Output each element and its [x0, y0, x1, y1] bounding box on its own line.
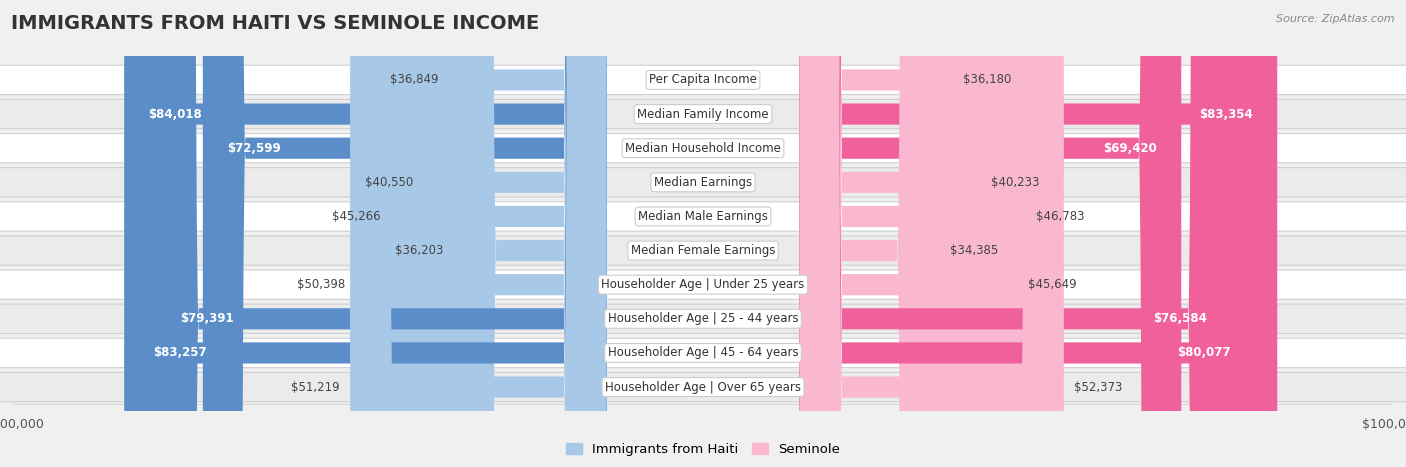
FancyBboxPatch shape	[454, 0, 606, 467]
FancyBboxPatch shape	[124, 0, 606, 467]
Text: $69,420: $69,420	[1104, 142, 1157, 155]
FancyBboxPatch shape	[0, 65, 1406, 95]
Text: Householder Age | Over 65 years: Householder Age | Over 65 years	[605, 381, 801, 394]
FancyBboxPatch shape	[800, 0, 980, 467]
FancyBboxPatch shape	[800, 0, 1254, 467]
Text: $40,233: $40,233	[990, 176, 1039, 189]
FancyBboxPatch shape	[129, 0, 606, 467]
Text: $46,783: $46,783	[1036, 210, 1084, 223]
FancyBboxPatch shape	[800, 0, 1277, 467]
FancyBboxPatch shape	[449, 0, 606, 467]
Text: $83,354: $83,354	[1199, 107, 1253, 120]
FancyBboxPatch shape	[0, 338, 1406, 368]
Text: $52,373: $52,373	[1074, 381, 1122, 394]
Text: Median Family Income: Median Family Income	[637, 107, 769, 120]
Legend: Immigrants from Haiti, Seminole: Immigrants from Haiti, Seminole	[561, 438, 845, 461]
Text: Per Capita Income: Per Capita Income	[650, 73, 756, 86]
FancyBboxPatch shape	[0, 270, 1406, 299]
Text: $34,385: $34,385	[950, 244, 998, 257]
Text: Median Female Earnings: Median Female Earnings	[631, 244, 775, 257]
Text: $40,550: $40,550	[366, 176, 413, 189]
FancyBboxPatch shape	[800, 0, 1230, 467]
Text: $36,180: $36,180	[963, 73, 1011, 86]
FancyBboxPatch shape	[202, 0, 606, 467]
Text: $51,219: $51,219	[291, 381, 340, 394]
Text: $72,599: $72,599	[226, 142, 281, 155]
FancyBboxPatch shape	[423, 0, 606, 467]
Text: $84,018: $84,018	[148, 107, 202, 120]
FancyBboxPatch shape	[0, 134, 1406, 163]
Text: $83,257: $83,257	[153, 347, 207, 360]
FancyBboxPatch shape	[0, 99, 1406, 129]
FancyBboxPatch shape	[800, 0, 1181, 467]
Text: $79,391: $79,391	[180, 312, 233, 325]
FancyBboxPatch shape	[0, 236, 1406, 265]
Text: $36,849: $36,849	[391, 73, 439, 86]
Text: IMMIGRANTS FROM HAITI VS SEMINOLE INCOME: IMMIGRANTS FROM HAITI VS SEMINOLE INCOME	[11, 14, 540, 33]
Text: Median Earnings: Median Earnings	[654, 176, 752, 189]
Text: $36,203: $36,203	[395, 244, 443, 257]
Text: $45,266: $45,266	[332, 210, 381, 223]
FancyBboxPatch shape	[800, 0, 1064, 467]
FancyBboxPatch shape	[800, 0, 939, 467]
FancyBboxPatch shape	[800, 0, 1025, 467]
FancyBboxPatch shape	[0, 168, 1406, 197]
FancyBboxPatch shape	[356, 0, 606, 467]
FancyBboxPatch shape	[0, 304, 1406, 333]
FancyBboxPatch shape	[800, 0, 1018, 467]
FancyBboxPatch shape	[0, 372, 1406, 402]
FancyBboxPatch shape	[800, 0, 952, 467]
Text: $45,649: $45,649	[1028, 278, 1077, 291]
Text: Householder Age | 25 - 44 years: Householder Age | 25 - 44 years	[607, 312, 799, 325]
Text: Median Household Income: Median Household Income	[626, 142, 780, 155]
FancyBboxPatch shape	[156, 0, 606, 467]
Text: Householder Age | 45 - 64 years: Householder Age | 45 - 64 years	[607, 347, 799, 360]
FancyBboxPatch shape	[391, 0, 606, 467]
Text: Source: ZipAtlas.com: Source: ZipAtlas.com	[1277, 14, 1395, 24]
Text: Householder Age | Under 25 years: Householder Age | Under 25 years	[602, 278, 804, 291]
Text: Median Male Earnings: Median Male Earnings	[638, 210, 768, 223]
Text: $50,398: $50,398	[297, 278, 346, 291]
FancyBboxPatch shape	[0, 202, 1406, 231]
Text: $76,584: $76,584	[1153, 312, 1206, 325]
Text: $80,077: $80,077	[1177, 347, 1230, 360]
FancyBboxPatch shape	[350, 0, 606, 467]
